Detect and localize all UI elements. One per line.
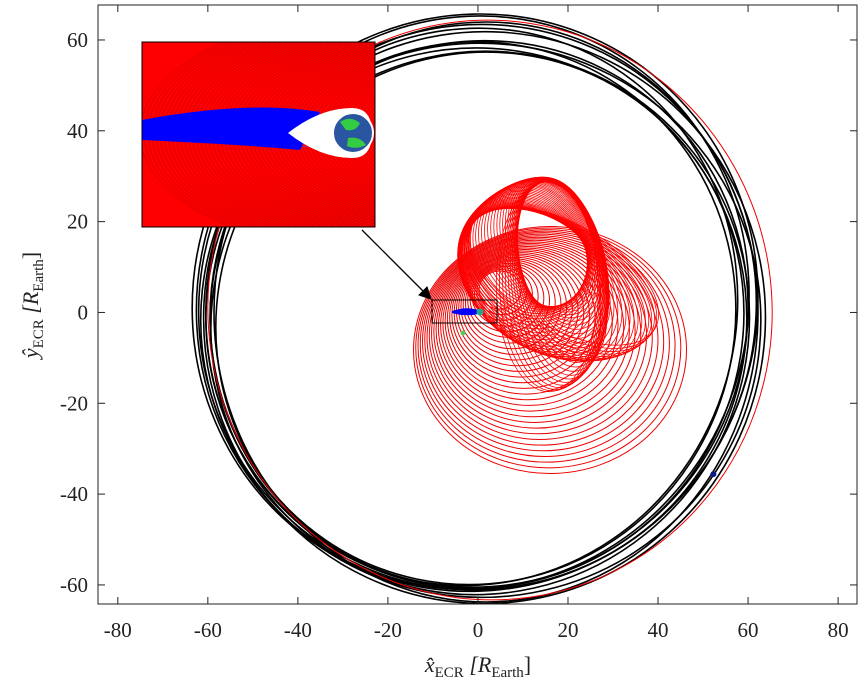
x-tick-label: 20 [557, 618, 578, 642]
y-axis-label: ŷECR [REarth] [18, 252, 47, 360]
x-tick-label: -80 [104, 618, 132, 642]
inset-red-orbit [364, 69, 620, 197]
label-part: [R [464, 652, 492, 677]
x-tick-label: -60 [194, 618, 222, 642]
moon [461, 331, 466, 336]
zoom-blue [452, 308, 478, 315]
zoom-arrow [362, 230, 430, 298]
label-part: ECR [435, 665, 464, 681]
inset-red-orbit [372, 71, 620, 195]
label-part: ECR [31, 319, 47, 348]
y-tick-label: 0 [78, 300, 89, 324]
y-tick-label: -60 [60, 573, 88, 597]
inset-red-orbit [348, 65, 620, 201]
label-part: x̂ [424, 652, 435, 677]
x-axis-label: x̂ECR [REarth] [424, 652, 531, 681]
label-part: ŷ [18, 348, 43, 360]
x-tick-label: 80 [828, 618, 849, 642]
label-part: Earth [31, 259, 47, 292]
inset-red-orbit [352, 66, 620, 200]
inset-red-orbit [360, 68, 620, 198]
inset-red-orbit [336, 62, 620, 204]
y-tick-label: -40 [60, 482, 88, 506]
inset-red-orbit [340, 63, 620, 203]
y-tick-label: 20 [67, 210, 88, 234]
label-part: ] [18, 252, 43, 259]
label-part: Earth [491, 665, 524, 681]
inset-red-orbit [368, 70, 620, 196]
y-tick-label: -20 [60, 391, 88, 415]
x-tick-label: -20 [374, 618, 402, 642]
x-tick-label: 60 [738, 618, 759, 642]
x-tick-label: 40 [648, 618, 669, 642]
y-tick-label: 60 [67, 28, 88, 52]
x-tick-label: 0 [473, 618, 484, 642]
label-part: ] [524, 652, 531, 677]
zoom-earth [477, 309, 484, 316]
point [710, 471, 716, 477]
inset-red-orbit [356, 67, 620, 199]
x-tick-label: -40 [284, 618, 312, 642]
inset-red-orbit [376, 72, 620, 194]
label-part: [R [18, 291, 43, 319]
y-tick-label: 40 [67, 119, 88, 143]
inset-red-orbit [344, 64, 620, 202]
